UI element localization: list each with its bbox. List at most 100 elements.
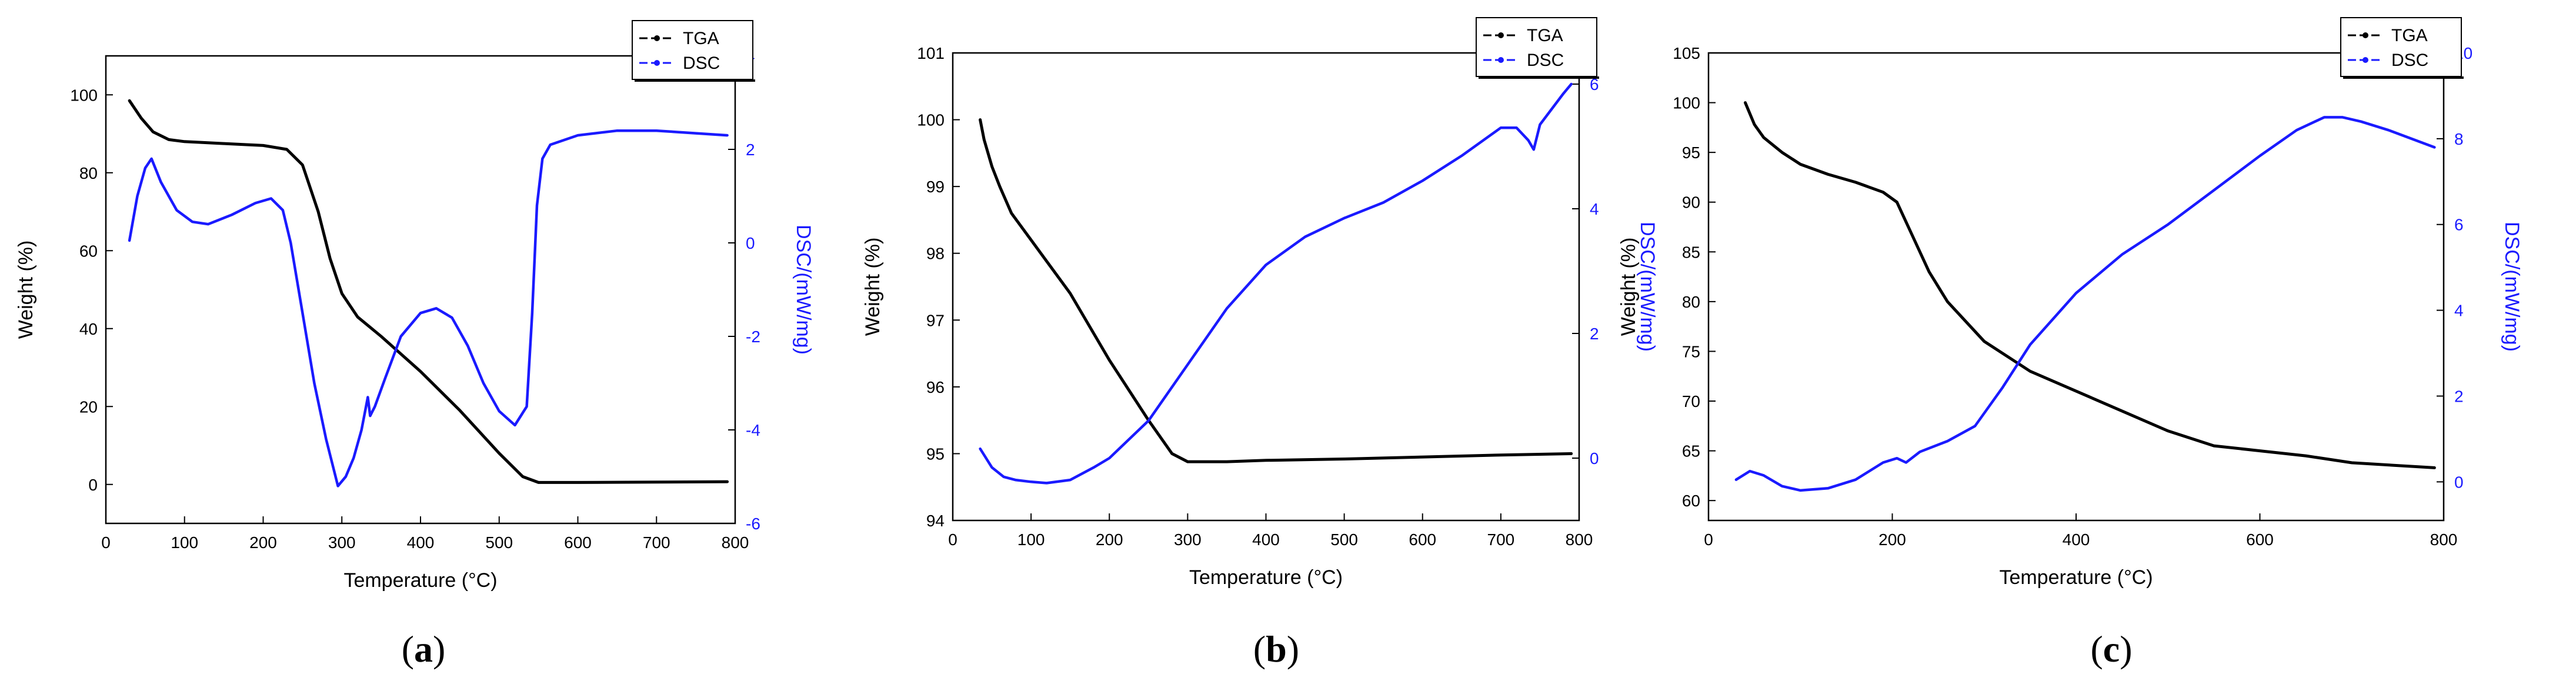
y-tick-label-right: 0: [746, 234, 755, 252]
y-axis-title-right: DSC/(mW/mg): [792, 225, 815, 355]
y-tick-label-right: 8: [2454, 130, 2464, 148]
x-tick-label: 500: [1330, 530, 1358, 549]
x-tick-label: 300: [328, 533, 356, 552]
series-line-tga: [128, 99, 729, 484]
x-tick-label: 100: [1017, 530, 1045, 549]
caption-close: ): [2120, 628, 2132, 670]
x-axis-title: Temperature (°C): [1999, 566, 2153, 589]
y-tick-label-left: 99: [926, 178, 945, 196]
y-tick-label-left: 60: [79, 242, 98, 260]
y-tick-label-right: 6: [1590, 75, 1599, 94]
x-tick-label: 400: [1252, 530, 1280, 549]
series-line-dsc: [979, 82, 1573, 485]
y-tick-label-right: 2: [1590, 325, 1599, 343]
x-tick-label: 200: [1096, 530, 1123, 549]
caption-open: (: [402, 628, 414, 670]
y-tick-label-left: 60: [1682, 492, 1700, 510]
x-tick-label: 600: [564, 533, 592, 552]
plot-frame: [105, 55, 736, 525]
series-line-tga: [979, 118, 1573, 463]
x-tick-label: 400: [407, 533, 435, 552]
legend: TGA DSC: [632, 20, 755, 82]
legend-box: [632, 20, 753, 80]
y-tick-label-left: 90: [1682, 193, 1700, 212]
x-axis-title: Temperature (°C): [343, 569, 497, 592]
y-tick-label-left: 40: [79, 320, 98, 338]
y-tick-label-left: 94: [926, 512, 945, 530]
legend-box: [1476, 17, 1597, 77]
legend: TGA DSC: [1476, 17, 1599, 79]
y-axis-title-right: DSC/(mW/mg): [2501, 222, 2523, 352]
y-tick-label-left: 97: [926, 311, 945, 329]
y-tick-label-left: 98: [926, 245, 945, 263]
y-tick-label-right: 4: [1590, 200, 1599, 218]
legend-marker-dsc: [654, 60, 660, 66]
y-tick-label-right: 4: [2454, 302, 2464, 320]
chart-panel-a: 0 100 200 300 400 500 600 700 800020406080100-6-…: [15, 20, 815, 670]
panel-caption: (b): [1253, 628, 1299, 670]
x-tick-label: 800: [2430, 530, 2458, 549]
legend-label-tga: TGA: [1527, 26, 1563, 45]
x-tick-label: 200: [1878, 530, 1906, 549]
caption-letter: a: [414, 628, 433, 670]
y-tick-label-right: 2: [746, 141, 755, 159]
legend-marker-tga: [654, 35, 660, 41]
y-tick-label-left: 0: [88, 476, 98, 494]
caption-letter: b: [1266, 628, 1287, 670]
caption-open: (: [2090, 628, 2103, 670]
legend-marker-tga: [2363, 32, 2368, 38]
y-axis-title-left: Weight (%): [862, 238, 884, 336]
y-tick-label-right: -4: [746, 421, 760, 439]
plot-frame: [1707, 52, 2445, 522]
y-tick-label-left: 101: [917, 44, 945, 62]
y-tick-label-left: 75: [1682, 342, 1700, 360]
x-tick-label: 700: [1487, 530, 1515, 549]
plot-frame: [952, 52, 1580, 522]
y-tick-label-right: 0: [2454, 473, 2464, 491]
x-tick-label: 600: [2246, 530, 2274, 549]
y-tick-label-left: 80: [1682, 293, 1700, 311]
y-axis-title-left: Weight (%): [1617, 238, 1640, 336]
series-line-dsc: [128, 129, 729, 488]
legend-shadow: [635, 79, 755, 82]
x-tick-label: 700: [643, 533, 670, 552]
legend-box: [2340, 17, 2462, 77]
legend-label-tga: TGA: [2391, 26, 2428, 45]
legend-marker-dsc: [1498, 57, 1504, 63]
legend: TGA DSC: [2340, 17, 2464, 79]
y-tick-label-left: 96: [926, 378, 945, 396]
x-tick-label: 200: [249, 533, 277, 552]
series-line-tga: [1744, 101, 2436, 469]
x-tick-label: 600: [1409, 530, 1436, 549]
caption-letter: c: [2103, 628, 2120, 670]
y-axis-title-right: DSC/(mW/mg): [1636, 222, 1659, 352]
chart-panel-c: 0 200 400 600 800 60 65 70 75 80 85 90 95 100 105 0 2 4 6 8…: [1617, 17, 2523, 670]
legend-marker-tga: [1498, 32, 1504, 38]
y-tick-label-left: 100: [917, 111, 945, 129]
x-tick-label: 800: [1566, 530, 1593, 549]
legend-marker-dsc: [2363, 57, 2368, 63]
x-tick-label: 500: [485, 533, 513, 552]
y-tick-label-left: 85: [1682, 243, 1700, 261]
chart-panel-b: 0 100 200 300 400 500 600 700 800 94 95 96 97 98 99 100…: [862, 17, 1659, 670]
panel-caption: (a): [402, 628, 446, 670]
x-tick-label: 300: [1174, 530, 1202, 549]
x-tick-label: 800: [722, 533, 749, 552]
y-tick-label-left: 105: [1673, 44, 1700, 62]
y-tick-label-left: 95: [1682, 143, 1700, 162]
x-tick-label: 0: [1704, 530, 1713, 549]
legend-shadow: [1479, 76, 1599, 79]
y-tick-label-left: 70: [1682, 392, 1700, 410]
y-tick-label-left: 100: [1673, 94, 1700, 112]
x-tick-label: 0: [101, 533, 111, 552]
legend-label-tga: TGA: [683, 29, 719, 48]
caption-open: (: [1253, 628, 1266, 670]
y-tick-label-left: 100: [70, 86, 98, 104]
y-tick-label-right: -6: [746, 515, 760, 533]
y-tick-label-right: 0: [1590, 449, 1599, 468]
x-tick-label: 400: [2063, 530, 2090, 549]
panel-caption: (c): [2090, 628, 2132, 670]
legend-shadow: [2343, 76, 2464, 79]
caption-close: ): [1287, 628, 1299, 670]
